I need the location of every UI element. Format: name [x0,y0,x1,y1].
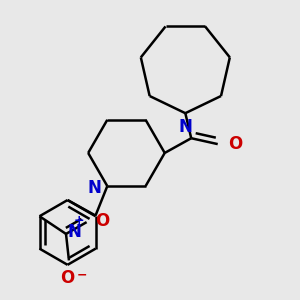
Text: −: − [76,269,87,282]
Text: O: O [95,212,110,230]
Text: N: N [88,178,101,196]
Text: O: O [60,269,75,287]
Text: N: N [68,224,81,242]
Text: O: O [228,135,242,153]
Text: N: N [178,118,192,136]
Text: +: + [74,214,84,227]
